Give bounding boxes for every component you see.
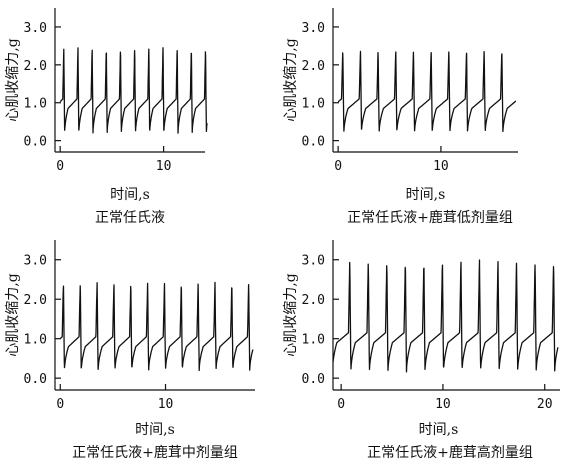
y-tick-label: 3.0 xyxy=(24,21,47,36)
y-tick-label: 0.0 xyxy=(302,135,325,150)
x-tick-label: 10 xyxy=(158,397,174,412)
y-tick-label: 1.0 xyxy=(24,333,47,348)
x-axis-label: 时间,s xyxy=(406,187,446,203)
series-trace-1 xyxy=(59,47,208,134)
y-tick-label: 0.0 xyxy=(302,372,325,387)
y-tick-label: 0.0 xyxy=(24,372,47,387)
chart-panel-2: 0.0 1.0 2.0 3.0 0 10 心肌收缩力,g 时间,s 正常任氏液+鹿茸低剂量组 xyxy=(283,8,518,226)
series-trace-1 xyxy=(332,259,559,373)
y-tick-label: 3.0 xyxy=(302,21,325,36)
panel-caption: 正常任氏液+鹿茸低剂量组 xyxy=(347,209,513,226)
x-tick-label: 10 xyxy=(156,159,172,174)
x-tick-label: 10 xyxy=(435,397,451,412)
y-axis-label: 心肌收缩力,g xyxy=(283,38,299,121)
x-tick-label: 0 xyxy=(56,159,64,174)
y-tick-label: 2.0 xyxy=(24,59,47,74)
y-tick-label: 2.0 xyxy=(24,293,47,308)
x-tick-label: 0 xyxy=(337,397,345,412)
x-tick-label: 0 xyxy=(56,397,64,412)
x-tick-label: 10 xyxy=(433,159,449,174)
x-axis-label: 时间,s xyxy=(110,187,150,203)
y-tick-label: 3.0 xyxy=(24,254,47,269)
x-tick-label: 0 xyxy=(334,159,342,174)
y-tick-label: 3.0 xyxy=(302,254,325,269)
chart-panel-4: 0.0 1.0 2.0 3.0 0 10 20 心肌收缩力,g 时间,s 正常任氏液+鹿茸高剂量组 xyxy=(283,240,560,461)
y-tick-label: 1.0 xyxy=(24,97,47,112)
series-trace-1 xyxy=(59,281,254,372)
y-axis-label: 心肌收缩力,g xyxy=(5,273,21,356)
x-tick-label: 20 xyxy=(537,397,553,412)
panel-caption: 正常任氏液 xyxy=(95,210,165,226)
x-axis-label: 时间,s xyxy=(419,422,459,438)
chart-panel-1: 0.0 1.0 2.0 3.0 0 10 心肌收缩力,g 时间,s 正常任氏液 xyxy=(5,8,208,226)
y-tick-label: 1.0 xyxy=(302,97,325,112)
y-tick-label: 0.0 xyxy=(24,135,47,150)
series-trace-1 xyxy=(337,50,517,133)
y-axis-label: 心肌收缩力,g xyxy=(283,273,299,356)
panel-caption: 正常任氏液+鹿茸中剂量组 xyxy=(72,444,238,461)
panel-caption: 正常任氏液+鹿茸高剂量组 xyxy=(367,444,533,461)
x-axis-label: 时间,s xyxy=(135,422,175,438)
y-tick-label: 1.0 xyxy=(302,333,325,348)
y-tick-label: 2.0 xyxy=(302,293,325,308)
y-axis-label: 心肌收缩力,g xyxy=(5,38,21,121)
chart-panel-3: 0.0 1.0 2.0 3.0 0 10 心肌收缩力,g 时间,s 正常任氏液+鹿茸中剂量组 xyxy=(5,240,255,461)
y-tick-label: 2.0 xyxy=(302,59,325,74)
